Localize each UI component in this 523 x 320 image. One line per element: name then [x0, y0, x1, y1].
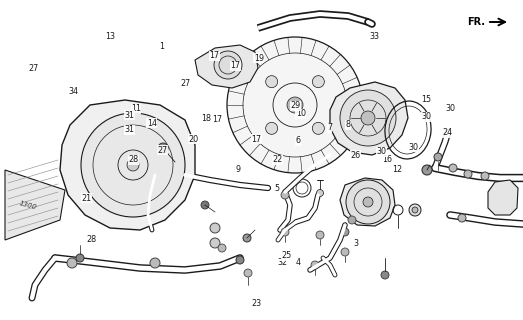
- Text: 23: 23: [251, 300, 262, 308]
- Text: 11: 11: [131, 104, 141, 113]
- Text: 12: 12: [392, 165, 403, 174]
- Text: 22: 22: [272, 156, 282, 164]
- Text: 25: 25: [281, 252, 292, 260]
- Circle shape: [218, 244, 226, 252]
- Circle shape: [363, 197, 373, 207]
- Text: FR.: FR.: [467, 17, 485, 27]
- Circle shape: [236, 256, 244, 264]
- Circle shape: [316, 189, 324, 196]
- Text: 29: 29: [290, 101, 301, 110]
- Text: 5: 5: [275, 184, 280, 193]
- Text: 28: 28: [128, 156, 139, 164]
- Circle shape: [158, 143, 168, 153]
- Circle shape: [311, 261, 319, 269]
- Text: 32: 32: [277, 258, 288, 267]
- Text: 10: 10: [295, 109, 306, 118]
- Circle shape: [244, 269, 252, 277]
- Circle shape: [201, 201, 209, 209]
- Circle shape: [76, 254, 84, 262]
- Text: 30: 30: [421, 112, 431, 121]
- Circle shape: [458, 214, 466, 222]
- Text: 24: 24: [442, 128, 452, 137]
- Polygon shape: [488, 180, 518, 215]
- Circle shape: [341, 228, 349, 236]
- Circle shape: [316, 231, 324, 239]
- Polygon shape: [60, 100, 195, 230]
- Text: 27: 27: [29, 64, 39, 73]
- Circle shape: [409, 204, 421, 216]
- Polygon shape: [330, 82, 408, 155]
- Text: 33: 33: [369, 32, 379, 41]
- Circle shape: [243, 234, 251, 242]
- Text: 16: 16: [382, 156, 392, 164]
- Circle shape: [281, 228, 289, 236]
- Circle shape: [281, 191, 289, 199]
- Circle shape: [312, 76, 324, 88]
- Text: 8: 8: [345, 120, 350, 129]
- Circle shape: [127, 159, 139, 171]
- Text: 17: 17: [251, 135, 262, 144]
- Circle shape: [412, 207, 418, 213]
- Text: 14: 14: [146, 119, 157, 128]
- Circle shape: [214, 51, 242, 79]
- Circle shape: [266, 122, 278, 134]
- Circle shape: [381, 271, 389, 279]
- Text: 30: 30: [377, 148, 387, 156]
- Polygon shape: [195, 45, 258, 88]
- Circle shape: [434, 153, 442, 161]
- Circle shape: [312, 122, 324, 134]
- Text: 27: 27: [180, 79, 191, 88]
- Text: 13: 13: [105, 32, 115, 41]
- Circle shape: [341, 248, 349, 256]
- Polygon shape: [340, 178, 395, 226]
- Text: 30: 30: [408, 143, 418, 152]
- Text: 17: 17: [212, 116, 222, 124]
- Text: 31: 31: [124, 125, 135, 134]
- Circle shape: [481, 172, 489, 180]
- Text: 1: 1: [160, 42, 165, 51]
- Text: 18: 18: [201, 114, 212, 123]
- Text: 19: 19: [254, 54, 264, 63]
- Circle shape: [227, 37, 363, 173]
- Text: 6: 6: [295, 136, 301, 145]
- Text: 3: 3: [353, 239, 358, 248]
- Text: 21: 21: [81, 194, 92, 203]
- Circle shape: [361, 111, 375, 125]
- Text: 34: 34: [68, 87, 78, 96]
- Circle shape: [348, 216, 356, 224]
- Text: 15: 15: [421, 95, 431, 104]
- Text: 9: 9: [235, 165, 241, 174]
- Polygon shape: [5, 170, 65, 240]
- Text: 26: 26: [350, 151, 361, 160]
- Circle shape: [340, 90, 396, 146]
- Text: 4: 4: [295, 258, 301, 267]
- Text: 27: 27: [157, 146, 167, 155]
- Circle shape: [449, 164, 457, 172]
- Text: 1300: 1300: [18, 201, 37, 211]
- Text: 31: 31: [124, 111, 135, 120]
- Circle shape: [150, 258, 160, 268]
- Circle shape: [81, 113, 185, 217]
- Circle shape: [422, 165, 432, 175]
- Text: 28: 28: [86, 236, 97, 244]
- Text: 17: 17: [230, 61, 241, 70]
- Text: 30: 30: [446, 104, 456, 113]
- Circle shape: [67, 258, 77, 268]
- Text: 7: 7: [327, 124, 332, 132]
- Circle shape: [210, 223, 220, 233]
- Circle shape: [464, 170, 472, 178]
- Circle shape: [210, 238, 220, 248]
- Circle shape: [346, 180, 390, 224]
- Circle shape: [287, 97, 303, 113]
- Text: 17: 17: [209, 52, 220, 60]
- Circle shape: [266, 76, 278, 88]
- Text: 20: 20: [188, 135, 199, 144]
